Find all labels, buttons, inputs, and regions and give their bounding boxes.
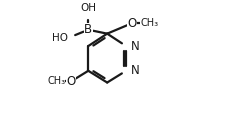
Text: O: O: [66, 75, 76, 88]
Text: N: N: [131, 64, 139, 77]
Text: CH₃: CH₃: [140, 18, 158, 28]
Text: N: N: [131, 39, 139, 53]
Text: B: B: [84, 23, 92, 36]
Text: CH₃: CH₃: [47, 76, 65, 86]
Text: HO: HO: [52, 33, 68, 43]
Text: O: O: [127, 17, 136, 30]
Text: OH: OH: [80, 2, 96, 13]
